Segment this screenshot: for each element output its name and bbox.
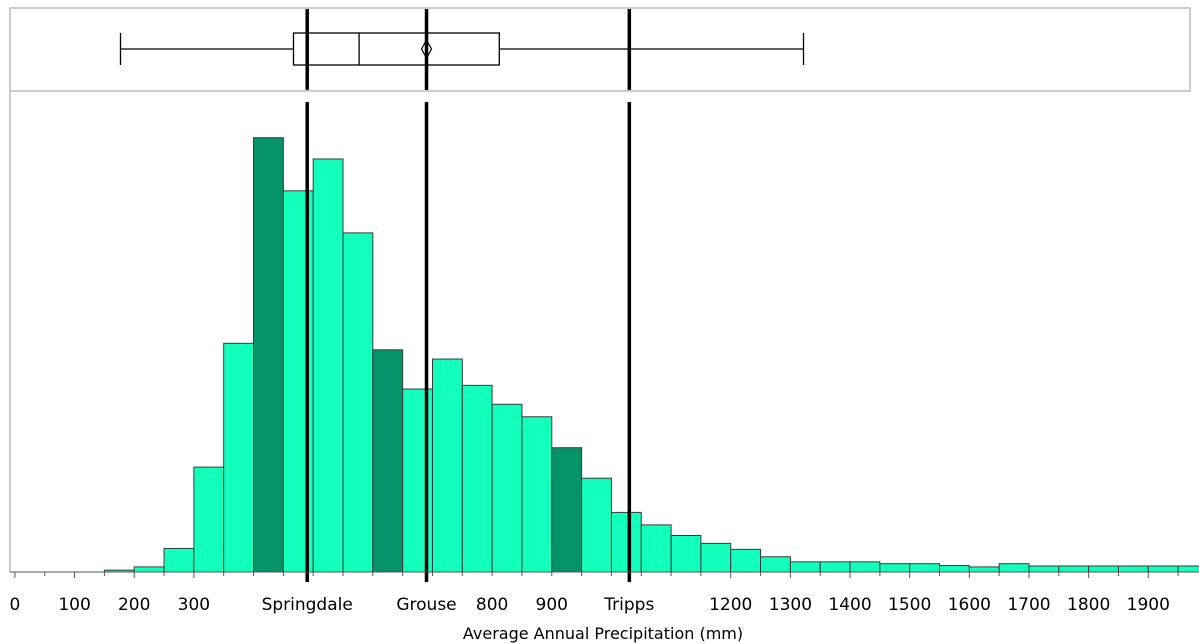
marker-label: Grouse bbox=[396, 595, 456, 615]
histogram-bar bbox=[670, 535, 702, 573]
histogram-bar bbox=[1147, 565, 1179, 573]
histogram-bar bbox=[342, 232, 374, 573]
histogram-bar bbox=[1058, 565, 1090, 573]
histogram-bar bbox=[610, 511, 642, 573]
histogram-bar bbox=[939, 565, 970, 573]
histogram-bar bbox=[909, 563, 941, 573]
histogram-bars bbox=[103, 137, 1199, 573]
x-tick-label: 1600 bbox=[948, 595, 991, 615]
boxplot-panel-frame bbox=[9, 7, 1191, 92]
histogram-bar bbox=[431, 358, 463, 573]
histogram-bar bbox=[700, 542, 732, 573]
x-axis-tick-labels: 0 100 200 300 800 900 1200 1300 1400 1500 1600 1700… bbox=[9, 595, 1169, 615]
boxplot-box bbox=[292, 32, 500, 66]
histogram-bar bbox=[521, 416, 553, 573]
histogram-bar bbox=[461, 384, 493, 573]
histogram-bar bbox=[193, 466, 225, 573]
x-axis-ticks bbox=[14, 572, 1179, 578]
histogram-bar bbox=[133, 566, 165, 573]
x-tick-label: 200 bbox=[118, 595, 150, 615]
histogram-bar bbox=[1088, 565, 1119, 573]
histogram-bar bbox=[879, 563, 911, 573]
x-tick-label: 1800 bbox=[1067, 595, 1110, 615]
x-tick-label: 1300 bbox=[769, 595, 812, 615]
histogram-bar bbox=[640, 524, 672, 573]
location-markers bbox=[305, 9, 632, 582]
histogram-bar bbox=[730, 548, 762, 573]
x-tick-label: 1900 bbox=[1127, 595, 1170, 615]
histogram-bar bbox=[163, 547, 195, 573]
histogram-bar bbox=[1177, 565, 1199, 573]
histogram-bar bbox=[372, 349, 404, 573]
x-tick-label: 100 bbox=[58, 595, 90, 615]
x-tick-label: 900 bbox=[536, 595, 568, 615]
x-tick-label: 1500 bbox=[888, 595, 931, 615]
x-tick-label: 1200 bbox=[709, 595, 752, 615]
histogram-bar bbox=[581, 477, 612, 573]
x-tick-label: 1700 bbox=[1007, 595, 1050, 615]
marker-labels: Springdale Grouse Tripps bbox=[262, 595, 655, 615]
x-tick-label: 1400 bbox=[828, 595, 871, 615]
histogram-bar bbox=[760, 556, 791, 573]
histogram-bar bbox=[551, 447, 583, 573]
x-tick-label: 0 bbox=[9, 595, 20, 615]
histogram-bar bbox=[1028, 565, 1060, 573]
x-tick-label: 300 bbox=[178, 595, 210, 615]
histogram-bar bbox=[253, 137, 284, 573]
histogram-bar bbox=[491, 403, 523, 573]
histogram-bar bbox=[998, 563, 1030, 573]
histogram-bar bbox=[849, 561, 881, 573]
marker-label: Springdale bbox=[262, 595, 353, 615]
histogram-bar bbox=[312, 158, 344, 573]
boxplot bbox=[119, 32, 805, 66]
histogram-bar bbox=[968, 566, 1000, 573]
marker-label: Tripps bbox=[603, 595, 654, 615]
x-axis-title: Average Annual Precipitation (mm) bbox=[463, 624, 743, 643]
x-tick-label: 800 bbox=[476, 595, 508, 615]
histogram-bar bbox=[819, 561, 851, 573]
histogram-bar bbox=[223, 342, 255, 573]
histogram-bar bbox=[789, 561, 821, 573]
histogram-bar bbox=[1117, 565, 1149, 573]
